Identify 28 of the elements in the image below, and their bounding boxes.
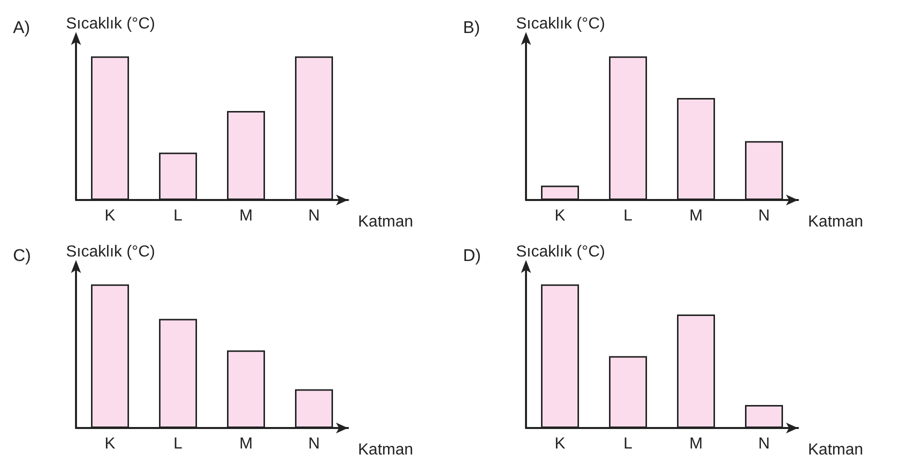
y-axis-title: Sıcaklık (°C): [66, 244, 156, 260]
x-tick-label: K: [554, 208, 566, 224]
x-axis-title: Katman: [808, 214, 864, 230]
x-tick-label: M: [689, 436, 703, 452]
x-axis-title: Katman: [358, 442, 414, 458]
y-axis-title: Sıcaklık (°C): [516, 16, 606, 32]
x-tick-label: M: [239, 208, 253, 224]
x-tick-label: L: [624, 436, 633, 452]
x-tick-label: N: [758, 208, 770, 224]
x-tick-label: K: [104, 436, 116, 452]
chart-title: C): [13, 246, 31, 265]
x-tick-label: M: [239, 436, 253, 452]
x-tick-label: K: [104, 208, 116, 224]
x-axis-title: Katman: [358, 214, 414, 230]
chart-title: A): [13, 18, 30, 37]
x-tick-label: N: [758, 436, 770, 452]
x-tick-label: N: [308, 436, 320, 452]
x-axis-title: Katman: [808, 442, 864, 458]
chart-title: B): [463, 18, 480, 37]
chart-title: D): [463, 246, 481, 265]
y-axis-title: Sıcaklık (°C): [66, 16, 156, 32]
x-tick-label: N: [308, 208, 320, 224]
x-tick-label: M: [689, 208, 703, 224]
x-tick-label: L: [174, 208, 183, 224]
x-tick-label: L: [174, 436, 183, 452]
y-axis-title: Sıcaklık (°C): [516, 244, 606, 260]
x-tick-label: K: [554, 436, 566, 452]
x-tick-label: L: [624, 208, 633, 224]
